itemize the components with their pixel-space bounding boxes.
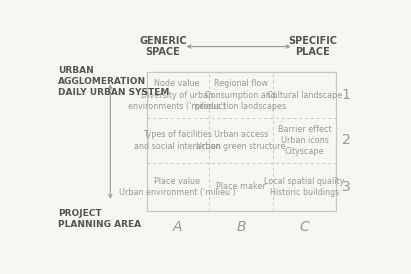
- Text: Barrier effect
Urban icons
Cityscape: Barrier effect Urban icons Cityscape: [278, 124, 331, 156]
- Text: B: B: [236, 220, 246, 234]
- Text: URBAN
AGGLOMERATION
DAILY URBAN SYSTEM: URBAN AGGLOMERATION DAILY URBAN SYSTEM: [58, 65, 169, 97]
- Text: Local spatial quality
Historic buildings: Local spatial quality Historic buildings: [264, 177, 345, 197]
- Text: C: C: [300, 220, 309, 234]
- Text: SPECIFIC
PLACE: SPECIFIC PLACE: [288, 36, 337, 57]
- Text: Types of facilities
and social interaction: Types of facilities and social interacti…: [134, 130, 221, 151]
- Text: Cultural landscape: Cultural landscape: [267, 91, 342, 100]
- Text: 3: 3: [342, 180, 351, 194]
- Text: PROJECT
PLANNING AREA: PROJECT PLANNING AREA: [58, 209, 141, 229]
- Text: Urban access
Urban green structure: Urban access Urban green structure: [196, 130, 286, 151]
- Text: A: A: [173, 220, 182, 234]
- Text: 2: 2: [342, 133, 351, 147]
- Text: Node value
Diversity of urban
environments (‘milieus’): Node value Diversity of urban environmen…: [128, 79, 226, 111]
- Text: Place value
Urban environment (‘milieu’): Place value Urban environment (‘milieu’): [119, 177, 236, 197]
- Text: GENERIC
SPACE: GENERIC SPACE: [139, 36, 187, 57]
- Text: Place maker: Place maker: [216, 182, 266, 192]
- Text: 1: 1: [342, 88, 351, 102]
- Text: Regional flow
Consumption and
production landscapes: Regional flow Consumption and production…: [195, 79, 286, 111]
